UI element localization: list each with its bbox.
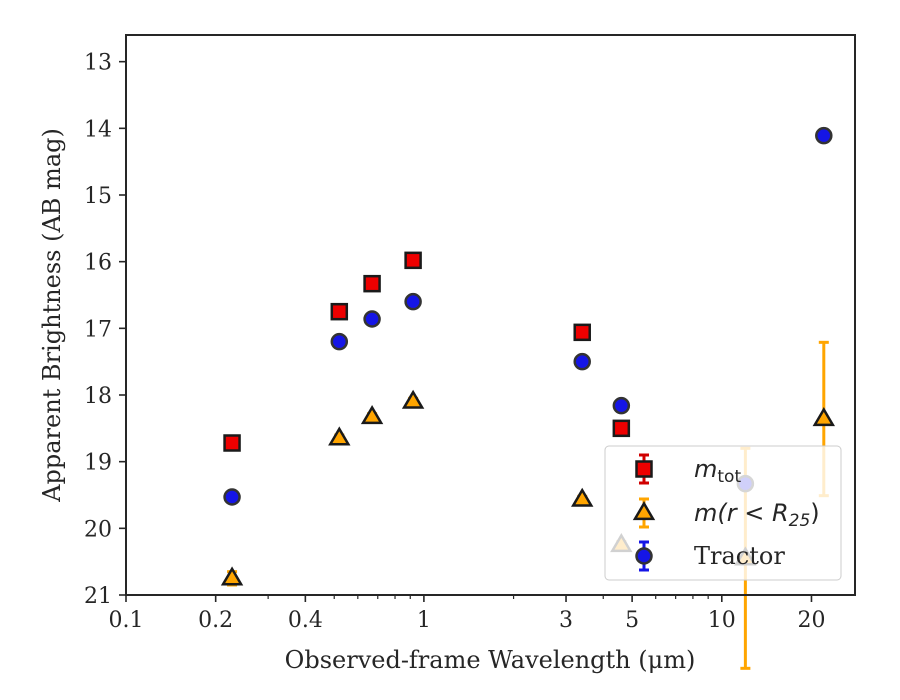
y-tick-label: 20 (84, 517, 112, 542)
y-tick-label: 16 (84, 251, 112, 276)
square-point (404, 251, 422, 270)
y-tick-label: 15 (84, 184, 112, 209)
square-point (612, 419, 631, 438)
circle-point (363, 310, 381, 328)
circle-point (330, 332, 349, 351)
plot-frame (125, 34, 856, 596)
legend-label: m(r < R25) (694, 499, 820, 531)
series-square (223, 251, 631, 452)
y-tick-label: 21 (84, 584, 112, 609)
x-tick-label: 0.2 (198, 608, 233, 633)
x-tick-label: 1 (417, 608, 431, 633)
triangle-point (571, 487, 594, 507)
circle-point (223, 488, 241, 506)
circle-point (404, 292, 422, 311)
triangle-point (401, 389, 425, 409)
x-tick-label: 10 (708, 608, 736, 633)
square-point (330, 302, 349, 321)
y-axis-ticks: 13 14 15 16 17 18 19 20 21 (84, 51, 126, 609)
x-tick-label: 20 (797, 608, 825, 633)
circle-point (612, 396, 631, 415)
x-axis-label: Observed-frame Wavelength (μm) (285, 646, 696, 674)
y-tick-label: 14 (84, 117, 112, 142)
y-tick-label: 18 (84, 384, 112, 409)
legend-marker-square (635, 460, 653, 478)
y-tick-label: 19 (84, 451, 112, 476)
legend-label: mtot (694, 455, 741, 487)
legend-box (604, 445, 842, 581)
triangle-point (812, 407, 836, 427)
x-tick-label: 3 (559, 608, 573, 633)
square-point (573, 323, 591, 342)
y-tick-label: 13 (84, 51, 112, 76)
legend: mtot m(r < R25) Tractor (604, 445, 842, 581)
x-tick-label: 0.4 (288, 608, 323, 633)
triangle-point (220, 566, 244, 586)
legend-entry: mtot (635, 453, 741, 487)
x-tick-label: 5 (625, 608, 639, 633)
y-axis-label: Apparent Brightness (AB mag) (38, 128, 66, 503)
square-point (363, 274, 381, 293)
legend-entry: m(r < R25) (632, 497, 820, 531)
square-point (223, 434, 241, 452)
x-tick-label: 0.1 (109, 608, 144, 633)
circle-point (573, 352, 591, 371)
legend-marker-circle (635, 547, 653, 565)
legend-marker-triangle (632, 501, 656, 521)
legend-label: Tractor (694, 542, 785, 570)
series-circle (223, 126, 833, 506)
circle-point (815, 126, 833, 145)
triangle-point (328, 426, 351, 446)
x-axis-ticks: 0.1 0.2 0.4 1 3 5 10 20 (109, 595, 825, 633)
legend-entry: Tractor (635, 540, 785, 572)
triangle-point (360, 405, 384, 425)
y-tick-label: 17 (84, 317, 112, 342)
